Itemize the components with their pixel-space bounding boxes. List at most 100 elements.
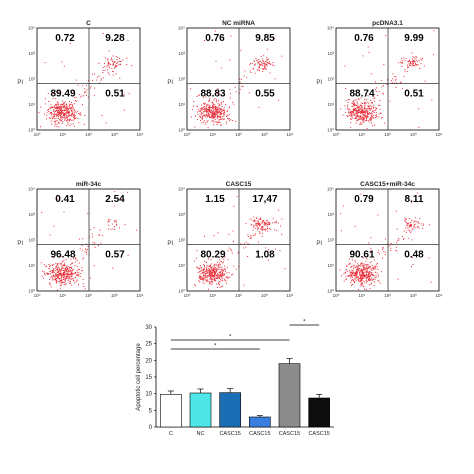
cell-dot bbox=[406, 71, 408, 73]
cell-dot bbox=[49, 284, 51, 285]
cell-dot bbox=[215, 107, 216, 108]
cell-dot bbox=[364, 98, 366, 100]
cell-dot bbox=[372, 278, 374, 280]
cell-dot bbox=[255, 58, 257, 60]
cell-dot bbox=[224, 110, 226, 112]
cell-dot bbox=[356, 109, 357, 111]
cell-dot bbox=[217, 93, 218, 95]
cell-dot bbox=[114, 229, 116, 230]
cell-dot bbox=[375, 267, 377, 269]
cell-dot bbox=[345, 100, 347, 101]
cell-dot bbox=[230, 119, 232, 121]
cell-dot bbox=[345, 278, 347, 280]
cell-dot bbox=[394, 82, 396, 84]
cell-dot bbox=[205, 273, 206, 275]
cell-dot bbox=[216, 106, 217, 108]
cell-dot bbox=[202, 272, 204, 274]
cell-dot bbox=[215, 109, 217, 111]
cell-dot bbox=[257, 228, 259, 230]
cell-dot bbox=[374, 278, 376, 280]
cell-dot bbox=[56, 115, 58, 117]
cell-dot bbox=[416, 221, 418, 223]
cell-dot bbox=[66, 105, 68, 107]
cell-dot bbox=[58, 274, 60, 276]
cell-dot bbox=[373, 104, 375, 106]
cell-dot bbox=[252, 68, 254, 70]
cell-dot bbox=[69, 120, 71, 122]
cell-dot bbox=[367, 275, 369, 277]
cell-dot bbox=[216, 287, 218, 288]
cell-dot bbox=[372, 113, 374, 115]
cell-dot bbox=[355, 117, 357, 119]
cell-dot bbox=[369, 270, 371, 272]
cell-dot bbox=[88, 79, 90, 81]
cell-dot bbox=[63, 259, 65, 261]
cell-dot bbox=[86, 89, 88, 91]
cell-dot bbox=[241, 78, 243, 80]
cell-dot bbox=[115, 65, 117, 67]
cell-dot bbox=[77, 269, 79, 271]
y-tick-label: 10⁰ bbox=[28, 128, 35, 133]
cell-dot bbox=[384, 122, 385, 124]
cell-dot bbox=[67, 119, 68, 121]
cell-dot bbox=[214, 98, 216, 100]
cell-dot bbox=[194, 260, 196, 262]
cell-dot bbox=[219, 264, 221, 265]
cell-dot bbox=[41, 275, 43, 277]
cell-dot bbox=[203, 109, 204, 110]
cell-dot bbox=[363, 114, 365, 116]
cell-dot bbox=[211, 271, 213, 273]
cell-dot bbox=[371, 282, 372, 284]
cell-dot bbox=[96, 79, 98, 81]
cell-dot bbox=[258, 66, 260, 68]
cell-dot bbox=[366, 258, 368, 260]
cell-dot bbox=[230, 248, 232, 250]
cell-dot bbox=[87, 246, 89, 247]
cell-dot bbox=[372, 125, 373, 127]
cell-dot bbox=[59, 115, 61, 117]
cell-dot bbox=[206, 265, 208, 267]
cell-dot bbox=[348, 112, 350, 114]
cell-dot bbox=[360, 285, 362, 287]
cell-dot bbox=[355, 111, 357, 113]
cell-dot bbox=[227, 110, 229, 112]
cell-dot bbox=[362, 55, 364, 57]
cell-dot bbox=[200, 113, 202, 115]
cell-dot bbox=[365, 282, 367, 284]
cell-dot bbox=[194, 126, 196, 128]
cell-dot bbox=[57, 103, 59, 105]
cell-dot bbox=[368, 109, 370, 111]
cell-dot bbox=[270, 228, 272, 230]
cell-dot bbox=[52, 279, 54, 281]
cell-dot bbox=[200, 278, 201, 280]
cell-dot bbox=[365, 270, 367, 272]
cell-dot bbox=[213, 124, 215, 126]
cell-dot bbox=[240, 50, 242, 52]
cell-dot bbox=[412, 61, 414, 63]
cell-dot bbox=[357, 279, 359, 281]
cell-dot bbox=[281, 55, 283, 57]
cell-dot bbox=[114, 221, 116, 223]
cell-dot bbox=[401, 62, 403, 64]
cell-dot bbox=[46, 118, 47, 120]
cell-dot bbox=[112, 228, 114, 230]
bar-y-tick-label: 10 bbox=[145, 392, 152, 398]
cell-dot bbox=[209, 265, 211, 267]
cell-dot bbox=[362, 103, 363, 104]
cell-dot bbox=[219, 103, 221, 105]
cell-dot bbox=[54, 274, 56, 276]
cell-dot bbox=[73, 108, 75, 110]
cell-dot bbox=[364, 102, 366, 104]
cell-dot bbox=[212, 114, 214, 116]
cell-dot bbox=[419, 217, 421, 219]
cell-dot bbox=[214, 111, 216, 112]
cell-dot bbox=[56, 110, 58, 112]
y-tick-label: 10⁰ bbox=[178, 128, 185, 133]
cell-dot bbox=[213, 109, 215, 111]
cell-dot bbox=[357, 263, 359, 265]
cell-dot bbox=[383, 93, 385, 95]
cell-dot bbox=[112, 64, 114, 66]
cell-dot bbox=[366, 117, 368, 119]
significance-star: * bbox=[214, 344, 217, 350]
cell-dot bbox=[55, 121, 56, 123]
